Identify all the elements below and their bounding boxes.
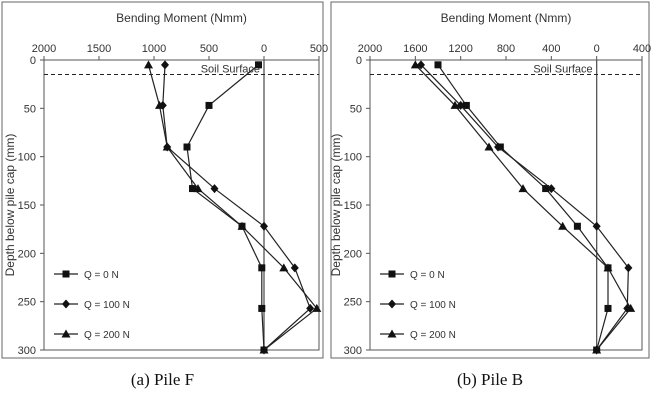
legend-marker [62, 270, 70, 278]
y-tick-label: 250 [18, 297, 36, 309]
soil-surface-label: Soil Surface [533, 64, 592, 76]
data-point [604, 304, 612, 312]
data-point [484, 142, 494, 151]
legend: Q = 0 N Q = 100 N Q = 200 N [380, 270, 456, 341]
y-tick-label: 0 [356, 55, 362, 67]
data-point [183, 143, 191, 151]
data-point [155, 100, 164, 109]
data-point [189, 185, 196, 193]
legend-marker [387, 329, 397, 338]
legend-marker [62, 299, 70, 309]
data-point [210, 184, 219, 194]
data-point [462, 101, 470, 109]
legend-label: Q = 100 N [84, 300, 130, 311]
y-axis-title: Depth below pile cap (mm) [3, 134, 17, 277]
chart-panel-a: Bending Moment (Nmm) 2000 1500 1000 500 0 500 0… [1, 1, 328, 359]
data-point [542, 185, 550, 193]
x-tick-label: 800 [497, 43, 515, 55]
data-point [450, 100, 460, 109]
y-tick-label: 0 [30, 55, 36, 67]
x-tick-label: 2000 [358, 43, 382, 55]
x-tick-label: 0 [261, 43, 267, 55]
data-point [162, 142, 172, 151]
figure-caption: (b) Pile B [457, 370, 523, 389]
x-tick-label: 1600 [403, 43, 427, 55]
series-line [147, 64, 318, 351]
series-line [437, 64, 609, 351]
data-point [260, 221, 268, 231]
y-tick-label: 250 [344, 297, 362, 309]
y-tick-label: 100 [344, 152, 362, 164]
legend-label: Q = 200 N [410, 330, 456, 341]
y-tick-label: 50 [24, 103, 36, 115]
data-point [161, 60, 169, 70]
y-tick-label: 200 [18, 248, 36, 260]
panel-border [1, 1, 324, 359]
figure-caption: (a) Pile F [131, 370, 194, 389]
data-point [603, 263, 613, 272]
data-point [626, 303, 636, 312]
legend: Q = 0 N Q = 100 N Q = 200 N [54, 270, 130, 341]
legend-label: Q = 0 N [84, 270, 119, 281]
data-point [624, 263, 633, 273]
data-point [312, 303, 322, 312]
data-point [279, 263, 289, 272]
data-point [193, 184, 203, 193]
series-line [414, 64, 632, 351]
x-tick-label: 1000 [142, 43, 166, 55]
y-tick-label: 150 [344, 200, 362, 212]
data-point [573, 222, 581, 230]
soil-surface-label: Soil Surface [201, 64, 260, 76]
series-triangle [410, 60, 636, 354]
legend-marker [388, 299, 396, 309]
x-tick-label: 2000 [32, 43, 56, 55]
data-point [547, 184, 556, 194]
y-tick-label: 300 [344, 345, 362, 357]
x-tick-label: 1200 [448, 43, 472, 55]
data-point [558, 221, 568, 230]
data-point [144, 60, 153, 69]
x-tick-label: 1500 [87, 43, 111, 55]
plot-area [43, 59, 320, 351]
panel-border [330, 1, 650, 359]
x-tick-label: 500 [200, 43, 218, 55]
data-point [258, 264, 266, 272]
data-point [290, 263, 299, 273]
data-point [259, 345, 269, 354]
data-point [592, 221, 601, 231]
series-triangle [144, 60, 322, 354]
y-tick-label: 50 [350, 103, 362, 115]
data-point [518, 184, 528, 193]
series-line [162, 64, 311, 351]
y-tick-label: 300 [18, 345, 36, 357]
series-line [186, 64, 265, 351]
data-point [592, 345, 602, 354]
data-point [205, 101, 213, 109]
legend-label: Q = 200 N [84, 330, 130, 341]
x-tick-label: 400 [633, 43, 651, 55]
y-tick-label: 100 [18, 152, 36, 164]
x-axis-title: Bending Moment (Nmm) [441, 11, 572, 25]
data-point [258, 304, 266, 312]
data-point [237, 221, 247, 230]
legend-marker [61, 329, 71, 338]
y-tick-label: 200 [344, 248, 362, 260]
legend-marker [388, 270, 396, 278]
x-tick-label: 500 [310, 43, 328, 55]
x-axis-title: Bending Moment (Nmm) [116, 11, 247, 25]
x-tick-label: 400 [542, 43, 560, 55]
data-point [410, 60, 420, 69]
data-point [494, 142, 503, 152]
legend-label: Q = 100 N [410, 300, 456, 311]
data-point [434, 61, 442, 69]
data-point [255, 61, 262, 69]
y-axis-title: Depth below pile cap (mm) [329, 134, 343, 277]
chart-panel-b: Bending Moment (Nmm)2000 1600 1200 800 400 0 4… [329, 1, 651, 359]
x-tick-label: 0 [594, 43, 600, 55]
legend-label: Q = 0 N [410, 270, 445, 281]
y-tick-label: 150 [18, 200, 36, 212]
data-point [306, 303, 315, 313]
